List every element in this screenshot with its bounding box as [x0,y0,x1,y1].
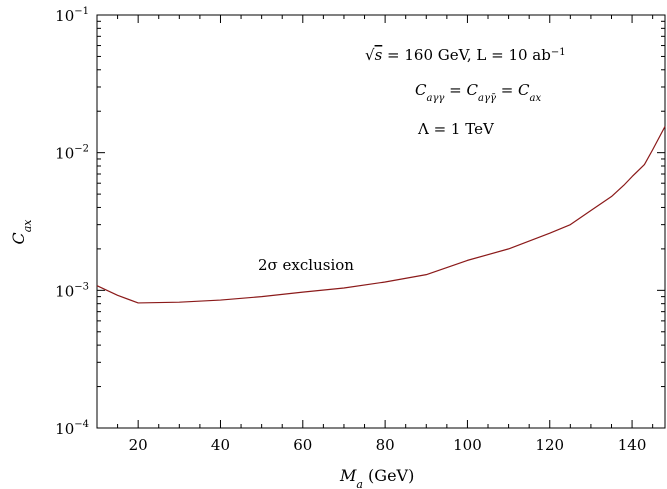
plot-border [96,14,666,429]
y-axis-title-sub: ax [21,219,34,233]
coupling-mid-sub: aγγ̄ [478,93,496,104]
svg-text:Caγγ = Caγγ̄ = Cax: Caγγ = Caγγ̄ = Cax [415,81,541,104]
coupling-eq2: = [496,81,518,99]
y-axis-title-main: C [9,232,28,244]
region-label: 2σ exclusion [258,256,354,274]
coupling-lhs-sub: aγγ [426,93,444,104]
annotation-energy-luminosity: √s = 160 GeV, L = 10 ab−1 [365,46,566,64]
x-axis-title-main: M [339,466,357,485]
x-axis-title-sub: a [356,478,363,489]
plot-frame [96,14,666,429]
y-axis: 10−4 10−3 10−2 10−1 [55,6,665,438]
x-tick-label: 100 [453,436,482,454]
x-tick-label: 40 [211,436,230,454]
lumi-exponent: −1 [551,47,566,58]
exclusion-curve [96,126,666,304]
sqrt-symbol: √ [365,46,375,64]
x-tick-label: 60 [293,436,312,454]
svg-text:√s = 160 GeV, L = 10 ab−1: √s = 160 GeV, L = 10 ab−1 [365,46,566,64]
series-group [96,126,666,304]
x-axis-title: Ma (GeV) [339,466,414,489]
x-axis: 20 40 60 80 100 120 140 [96,15,654,454]
y-tick-label: 10−4 [55,419,89,438]
y-tick-label: 10−1 [55,6,89,25]
sqrt-s: s [375,46,383,64]
x-tick-label: 20 [129,436,148,454]
coupling-rhs: C [518,81,530,99]
coupling-eq1: = [444,81,466,99]
x-tick-label: 120 [535,436,564,454]
energy-lumi-text: = 160 GeV, L = 10 ab [382,46,551,64]
y-tick-label: 10−3 [55,281,89,300]
coupling-mid: C [467,81,479,99]
annotation-couplings: Caγγ = Caγγ̄ = Cax [415,81,541,104]
coupling-lhs: C [415,81,427,99]
y-axis-title: Cax [9,219,34,245]
y-tick-label: 10−2 [55,144,89,163]
annotation-lambda: Λ = 1 TeV [417,120,495,138]
x-axis-title-unit: (GeV) [363,466,414,485]
coupling-rhs-sub: ax [530,93,542,104]
x-tick-label: 80 [376,436,395,454]
x-tick-label: 140 [618,436,647,454]
